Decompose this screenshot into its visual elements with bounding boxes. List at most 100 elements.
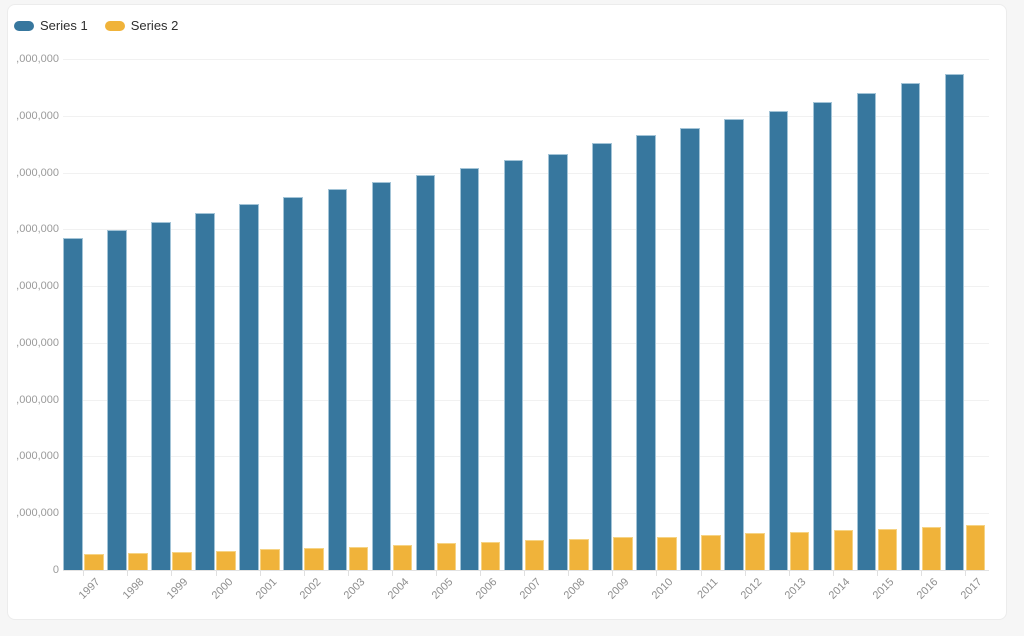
y-axis-tick-label: ,000,000: [16, 280, 59, 293]
y-axis-tick-label: 0: [52, 564, 59, 576]
x-axis-label-2006: 2006: [473, 576, 500, 602]
x-axis-tick: [832, 571, 834, 576]
y-axis-tick-label: ,000,000: [16, 109, 59, 122]
bar-series1-2015[interactable]: [856, 93, 877, 570]
y-gridline: [63, 229, 989, 231]
x-axis-tick: [171, 571, 173, 576]
x-axis-label-2008: 2008: [561, 576, 588, 602]
bar-series1-2002[interactable]: [283, 196, 303, 570]
bar-series1-2000[interactable]: [195, 212, 215, 570]
bar-series2-1999[interactable]: [172, 551, 192, 570]
bar-series1-2005[interactable]: [415, 175, 436, 570]
x-axis-label-1998: 1998: [121, 576, 147, 602]
y-axis-tick-label: ,000,000: [16, 53, 59, 65]
x-axis-tick: [259, 571, 261, 576]
x-axis-label-2011: 2011: [694, 576, 721, 602]
bar-series2-2007[interactable]: [524, 539, 545, 570]
bar-series1-2012[interactable]: [724, 119, 744, 570]
x-axis-label-2013: 2013: [782, 576, 809, 602]
bar-series2-2012[interactable]: [745, 533, 765, 570]
x-axis-label-2012: 2012: [738, 576, 765, 602]
y-gridline: [63, 115, 989, 117]
bar-series1-2008[interactable]: [548, 154, 568, 570]
bar-series2-2015[interactable]: [877, 529, 898, 570]
bar-series1-2017[interactable]: [944, 74, 965, 570]
bar-series1-2009[interactable]: [592, 143, 612, 570]
bar-series1-2013[interactable]: [768, 111, 789, 570]
bar-series2-2016[interactable]: [921, 526, 942, 570]
bar-series1-2006[interactable]: [459, 168, 480, 570]
bar-series2-1998[interactable]: [128, 552, 148, 570]
x-axis-tick: [436, 571, 437, 576]
y-gridline: [63, 286, 989, 288]
x-axis-tick: [215, 571, 217, 576]
x-axis-tick: [347, 571, 349, 576]
legend-label-series2: Series 2: [130, 18, 179, 33]
bar-series2-2003[interactable]: [348, 546, 369, 570]
bar-series2-2010[interactable]: [657, 536, 677, 570]
legend-item-series1[interactable]: Series 1: [14, 18, 88, 33]
x-axis-tick: [127, 571, 129, 576]
y-gridline: [63, 172, 989, 174]
bar-series1-2014[interactable]: [812, 102, 833, 570]
bar-series1-1998[interactable]: [107, 230, 127, 570]
bar-series1-2003[interactable]: [327, 189, 348, 570]
bar-series2-2006[interactable]: [480, 542, 501, 570]
x-axis-label-2003: 2003: [341, 576, 368, 602]
x-axis-tick: [656, 571, 658, 576]
bar-series1-1997[interactable]: [63, 237, 83, 570]
x-axis-tick: [524, 571, 526, 576]
x-axis-label-2004: 2004: [385, 576, 412, 602]
bar-series1-2011[interactable]: [680, 128, 700, 570]
bar-series2-2002[interactable]: [304, 547, 324, 570]
x-axis-tick: [788, 571, 790, 576]
bar-series2-2005[interactable]: [436, 543, 457, 570]
series1-swatch-icon: [14, 20, 34, 31]
bar-series1-2004[interactable]: [371, 182, 392, 570]
bar-series2-2017[interactable]: [965, 525, 986, 570]
y-axis-tick-label: ,000,000: [16, 393, 59, 406]
bar-series1-2016[interactable]: [900, 83, 921, 570]
bar-series2-2011[interactable]: [701, 534, 721, 570]
bar-series1-2007[interactable]: [503, 160, 524, 570]
bar-series2-1997[interactable]: [84, 554, 104, 570]
x-axis-label-2015: 2015: [870, 576, 897, 602]
y-axis-tick-label: ,000,000: [16, 450, 59, 463]
y-axis-tick-label: ,000,000: [16, 336, 59, 349]
x-axis-tick: [480, 571, 482, 576]
series2-swatch-icon: [104, 20, 125, 31]
bar-series2-2000[interactable]: [216, 550, 236, 570]
x-axis-tick: [965, 571, 967, 576]
legend-item-series2[interactable]: Series 2: [104, 18, 179, 33]
x-axis-label-2010: 2010: [650, 576, 676, 602]
y-gridline: [63, 513, 989, 515]
bar-series2-2008[interactable]: [569, 538, 589, 570]
y-axis-tick-label: ,000,000: [16, 166, 59, 179]
bar-series2-2013[interactable]: [789, 531, 810, 570]
y-gridline: [63, 456, 989, 458]
x-axis-label-2016: 2016: [914, 576, 941, 602]
bar-series2-2004[interactable]: [392, 545, 413, 570]
x-axis-label-2001: 2001: [253, 576, 280, 602]
x-axis-label-2014: 2014: [826, 576, 853, 602]
x-axis-tick: [83, 571, 85, 576]
bar-series2-2014[interactable]: [833, 530, 854, 570]
bar-series1-1999[interactable]: [151, 221, 171, 570]
x-axis-tick: [391, 571, 393, 576]
x-axis-label-1999: 1999: [165, 576, 191, 602]
chart-card: Series 1 Series 2 0 ,000,000 ,000,000 ,000,…: [7, 4, 1007, 620]
x-axis-tick: [612, 571, 614, 576]
bar-series2-2001[interactable]: [260, 548, 280, 570]
x-axis-tick: [876, 571, 878, 576]
x-axis-tick: [303, 571, 305, 576]
y-gridline: [63, 399, 989, 401]
y-gridline: [63, 59, 989, 60]
bar-series1-2010[interactable]: [636, 135, 656, 570]
legend-label-series1: Series 1: [40, 18, 88, 33]
bar-series1-2001[interactable]: [239, 204, 259, 570]
bar-chart-plot-area: 0 ,000,000 ,000,000 ,000,000 ,000,000 ,000,00…: [8, 5, 1006, 619]
bar-series2-2009[interactable]: [613, 537, 633, 570]
x-axis-label-2002: 2002: [297, 576, 324, 602]
y-gridline: [63, 342, 989, 344]
x-axis-label-2000: 2000: [209, 576, 236, 602]
